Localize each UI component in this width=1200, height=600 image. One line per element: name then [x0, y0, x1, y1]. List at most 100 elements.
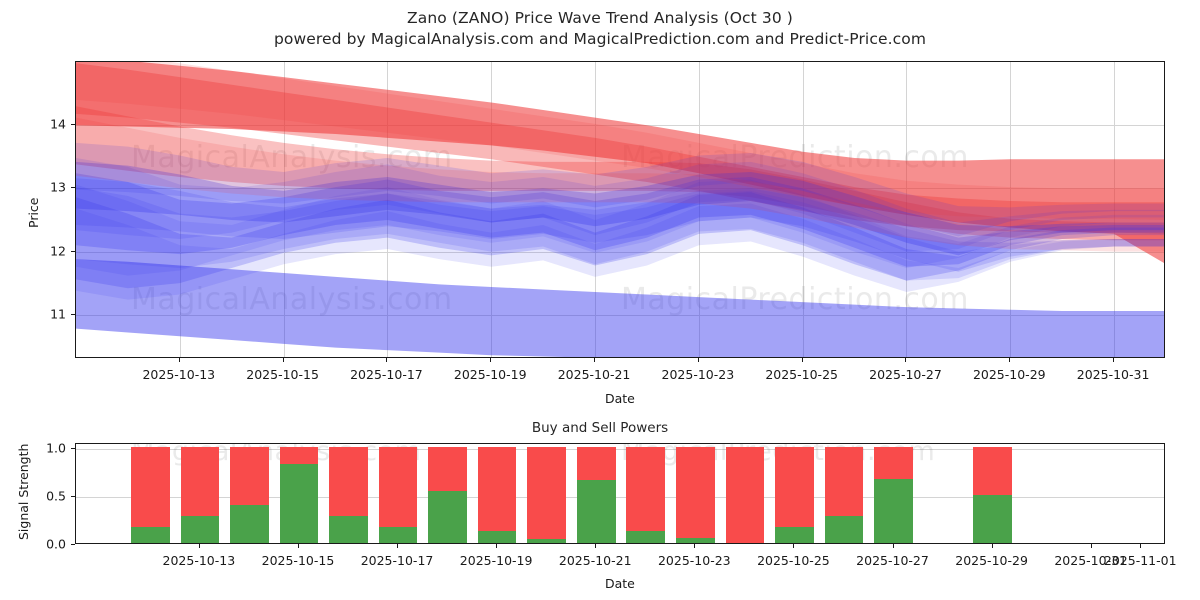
price-gridline: [595, 62, 597, 357]
powers-y-tick-mark: [71, 495, 75, 497]
power-bar[interactable]: [527, 446, 566, 543]
powers-x-tick-label: 2025-10-25: [757, 553, 830, 568]
price-x-tick-label: 2025-10-25: [765, 367, 838, 382]
powers-x-tick-label: 2025-10-31: [1054, 553, 1127, 568]
power-bar[interactable]: [477, 446, 517, 543]
sell-power-segment: [230, 446, 269, 505]
page-title: Zano (ZANO) Price Wave Trend Analysis (O…: [407, 9, 793, 27]
power-bar[interactable]: [824, 446, 864, 543]
price-y-tick-mark: [71, 124, 75, 126]
power-bar[interactable]: [675, 446, 715, 543]
powers-x-tick-mark: [694, 544, 696, 548]
powers-y-tick-mark: [71, 447, 75, 449]
price-x-tick-mark: [1113, 358, 1115, 362]
power-bar[interactable]: [329, 446, 368, 543]
powers-y-axis-label: Signal Strength: [16, 443, 31, 540]
powers-x-tick-label: 2025-10-27: [856, 553, 929, 568]
power-bar[interactable]: [725, 446, 765, 543]
price-wave-band: [76, 161, 1164, 256]
power-bar[interactable]: [576, 446, 616, 543]
powers-x-tick-label: 2025-10-13: [162, 553, 236, 568]
buy-sell-powers-chart: MagicalAnalysis.com MagicalPrediction.co…: [75, 443, 1165, 544]
power-bar[interactable]: [279, 446, 319, 543]
powers-y-tick-mark: [71, 544, 75, 545]
price-wave-band: [76, 63, 1164, 234]
power-bar[interactable]: [626, 446, 666, 543]
price-x-tick-mark: [801, 358, 803, 362]
powers-x-tick-mark: [198, 544, 200, 548]
buy-power-segment: [428, 491, 467, 543]
powers-x-tick-mark: [892, 544, 894, 548]
power-bar[interactable]: [874, 446, 913, 543]
price-wave-band: [76, 173, 1164, 267]
price-x-tick-label: 2025-10-13: [142, 367, 216, 382]
sell-power-segment: [973, 446, 1012, 495]
price-x-tick-label: 2025-10-27: [869, 367, 942, 382]
buy-power-segment: [675, 538, 715, 543]
powers-x-tick-label: 2025-10-23: [657, 553, 731, 568]
price-x-tick-label: 2025-10-23: [661, 367, 735, 382]
price-x-tick-label: 2025-10-19: [453, 367, 527, 382]
power-bar[interactable]: [775, 446, 814, 543]
chart-header: Zano (ZANO) Price Wave Trend Analysis (O…: [0, 8, 1200, 50]
powers-gridline: [76, 448, 1164, 450]
price-x-tick-label: 2025-10-31: [1076, 367, 1150, 382]
buy-power-segment: [775, 526, 814, 543]
price-x-tick-mark: [697, 358, 699, 362]
price-y-tick-label: 14: [50, 116, 66, 132]
buy-power-segment: [329, 516, 368, 543]
sell-power-segment: [180, 446, 220, 517]
price-y-axis-label: Price: [26, 197, 41, 229]
power-bar[interactable]: [130, 446, 170, 543]
sell-power-segment: [775, 446, 814, 527]
buy-power-segment: [874, 478, 913, 543]
buy-power-segment: [180, 516, 220, 543]
price-gridline: [283, 62, 285, 357]
powers-x-tick-label: 2025-10-19: [459, 553, 533, 568]
price-x-tick-mark: [386, 358, 388, 362]
buy-power-segment: [824, 516, 864, 543]
powers-x-tick-mark: [793, 544, 795, 548]
buy-power-segment: [279, 464, 319, 543]
power-bar[interactable]: [378, 446, 418, 543]
price-wave-band: [76, 187, 1164, 281]
price-x-tick-mark: [282, 358, 284, 362]
price-wave-band: [76, 117, 1164, 252]
price-gridline: [491, 62, 493, 357]
price-wave-band: [76, 192, 1164, 289]
price-wave-band: [76, 158, 1164, 252]
price-x-tick-mark: [490, 358, 492, 362]
price-wave-band: [76, 62, 1164, 220]
sell-power-segment: [279, 446, 319, 465]
buy-power-segment: [973, 494, 1012, 543]
price-x-tick-mark: [594, 358, 596, 362]
powers-y-tick-label: 0.5: [46, 488, 66, 504]
powers-panel-title: Buy and Sell Powers: [531, 420, 669, 436]
price-x-tick-label: 2025-10-21: [557, 367, 631, 382]
price-gridline: [76, 314, 1164, 316]
price-y-tick-label: 11: [50, 306, 66, 322]
price-y-tick-label: 13: [50, 179, 66, 195]
sell-power-segment: [675, 446, 715, 539]
price-y-tick-mark: [71, 187, 75, 189]
price-x-axis-label: Date: [605, 391, 635, 406]
price-x-tick-mark: [905, 358, 907, 362]
powers-x-tick-mark: [1090, 544, 1092, 548]
buy-power-segment: [130, 526, 170, 543]
buy-power-segment: [378, 526, 418, 543]
price-wave-chart: MagicalAnalysis.com MagicalPrediction.co…: [75, 61, 1165, 358]
powers-x-tick-label: 2025-10-17: [360, 553, 434, 568]
price-gridline: [179, 62, 181, 357]
sell-power-segment: [130, 446, 170, 527]
sell-power-segment: [626, 446, 666, 532]
sell-power-segment: [576, 446, 616, 480]
price-x-tick-mark: [1009, 358, 1011, 362]
power-bar[interactable]: [180, 446, 220, 543]
sell-power-segment: [874, 446, 913, 479]
power-bar[interactable]: [230, 446, 269, 543]
power-bar[interactable]: [428, 446, 467, 543]
powers-x-tick-label: 2025-10-29: [955, 553, 1028, 568]
price-wave-band: [76, 106, 1164, 241]
power-bar[interactable]: [973, 446, 1012, 543]
price-gridline: [76, 188, 1164, 190]
